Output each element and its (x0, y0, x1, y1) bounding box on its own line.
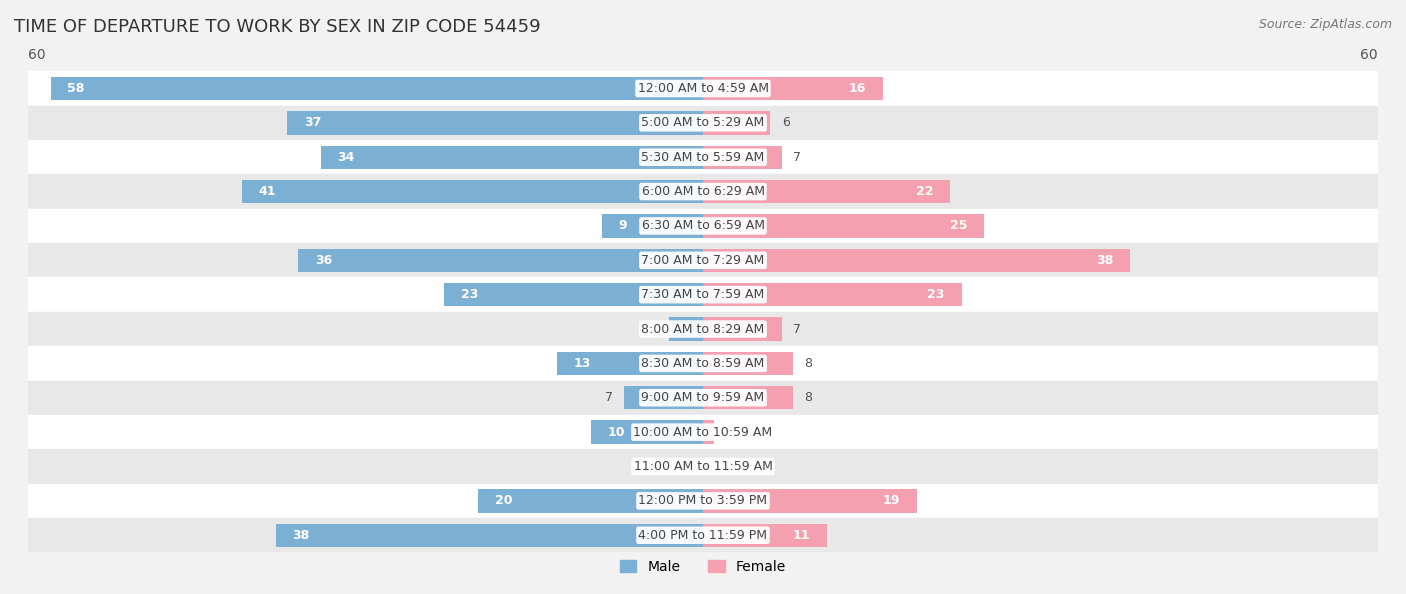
Text: 41: 41 (259, 185, 276, 198)
Bar (703, 146, 782, 169)
Text: 10: 10 (607, 426, 624, 438)
Bar (28, 381, 1378, 415)
Bar (703, 523, 827, 547)
Text: 8: 8 (804, 391, 813, 405)
Text: 6: 6 (782, 116, 790, 129)
Text: 5:00 AM to 5:29 AM: 5:00 AM to 5:29 AM (641, 116, 765, 129)
Text: 3: 3 (650, 323, 658, 336)
Bar (703, 421, 714, 444)
Bar (28, 518, 1378, 552)
Text: 7: 7 (793, 151, 801, 164)
Text: 16: 16 (849, 82, 866, 95)
Bar (624, 386, 703, 409)
Bar (557, 352, 703, 375)
Text: 22: 22 (917, 185, 934, 198)
Text: 12:00 AM to 4:59 AM: 12:00 AM to 4:59 AM (637, 82, 769, 95)
Bar (28, 208, 1378, 243)
Text: 58: 58 (67, 82, 84, 95)
Text: 23: 23 (461, 288, 478, 301)
Text: 13: 13 (574, 357, 591, 370)
Text: 12:00 PM to 3:59 PM: 12:00 PM to 3:59 PM (638, 494, 768, 507)
Bar (28, 449, 1378, 484)
Text: Source: ZipAtlas.com: Source: ZipAtlas.com (1258, 18, 1392, 31)
Bar (28, 484, 1378, 518)
Bar (703, 352, 793, 375)
Bar (28, 243, 1378, 277)
Bar (28, 415, 1378, 449)
Text: 10:00 AM to 10:59 AM: 10:00 AM to 10:59 AM (634, 426, 772, 438)
Text: 11: 11 (793, 529, 810, 542)
Bar (703, 317, 782, 341)
Text: 7:00 AM to 7:29 AM: 7:00 AM to 7:29 AM (641, 254, 765, 267)
Bar (703, 214, 984, 238)
Text: 7: 7 (605, 391, 613, 405)
Bar (28, 71, 1378, 106)
Bar (321, 146, 703, 169)
Bar (28, 312, 1378, 346)
Text: TIME OF DEPARTURE TO WORK BY SEX IN ZIP CODE 54459: TIME OF DEPARTURE TO WORK BY SEX IN ZIP … (14, 18, 541, 36)
Text: 4:00 PM to 11:59 PM: 4:00 PM to 11:59 PM (638, 529, 768, 542)
Text: 1: 1 (725, 426, 734, 438)
Text: 20: 20 (495, 494, 512, 507)
Text: 7:30 AM to 7:59 AM: 7:30 AM to 7:59 AM (641, 288, 765, 301)
Bar (276, 523, 703, 547)
Text: 8:30 AM to 8:59 AM: 8:30 AM to 8:59 AM (641, 357, 765, 370)
Text: 36: 36 (315, 254, 332, 267)
Bar (703, 386, 793, 409)
Text: 0: 0 (720, 460, 728, 473)
Bar (703, 283, 962, 307)
Text: 9: 9 (619, 219, 627, 232)
Text: 60: 60 (28, 48, 46, 62)
Text: 11:00 AM to 11:59 AM: 11:00 AM to 11:59 AM (634, 460, 772, 473)
Bar (478, 489, 703, 513)
Bar (591, 421, 703, 444)
Bar (28, 106, 1378, 140)
Text: 9:00 AM to 9:59 AM: 9:00 AM to 9:59 AM (641, 391, 765, 405)
Bar (703, 111, 770, 134)
Text: 60: 60 (1360, 48, 1378, 62)
Text: 38: 38 (292, 529, 309, 542)
Text: 38: 38 (1097, 254, 1114, 267)
Text: 6:00 AM to 6:29 AM: 6:00 AM to 6:29 AM (641, 185, 765, 198)
Bar (28, 175, 1378, 208)
Bar (444, 283, 703, 307)
Bar (28, 277, 1378, 312)
Bar (28, 346, 1378, 381)
Text: 34: 34 (337, 151, 354, 164)
Bar (287, 111, 703, 134)
Bar (703, 180, 950, 203)
Text: 8: 8 (804, 357, 813, 370)
Bar (703, 77, 883, 100)
Bar (28, 140, 1378, 175)
Bar (602, 214, 703, 238)
Text: 0: 0 (678, 460, 686, 473)
Text: 7: 7 (793, 323, 801, 336)
Text: 23: 23 (928, 288, 945, 301)
Text: 25: 25 (950, 219, 967, 232)
Bar (298, 249, 703, 272)
Legend: Male, Female: Male, Female (614, 554, 792, 579)
Text: 6:30 AM to 6:59 AM: 6:30 AM to 6:59 AM (641, 219, 765, 232)
Bar (703, 489, 917, 513)
Bar (242, 180, 703, 203)
Text: 8:00 AM to 8:29 AM: 8:00 AM to 8:29 AM (641, 323, 765, 336)
Text: 5:30 AM to 5:59 AM: 5:30 AM to 5:59 AM (641, 151, 765, 164)
Bar (51, 77, 703, 100)
Text: 37: 37 (304, 116, 321, 129)
Text: 19: 19 (883, 494, 900, 507)
Bar (669, 317, 703, 341)
Bar (703, 249, 1130, 272)
